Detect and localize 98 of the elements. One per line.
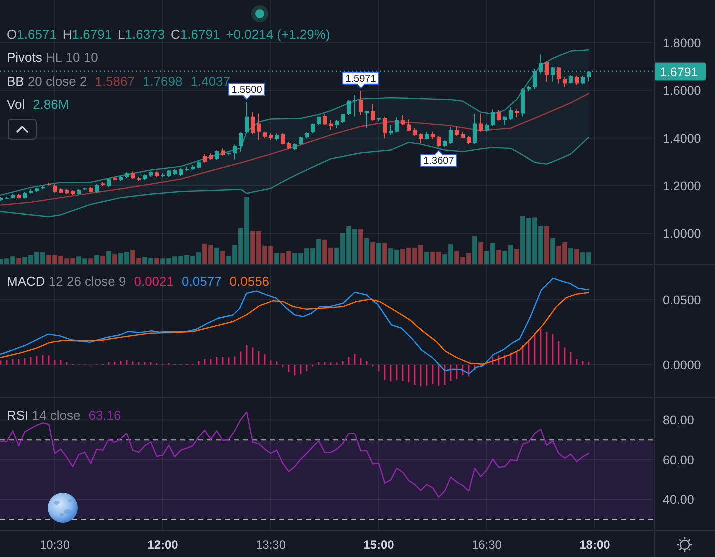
candlestick [556, 66, 562, 84]
bar [496, 250, 502, 264]
bar [370, 242, 376, 264]
candlestick [418, 133, 424, 144]
x-tick-label: 13:30 [256, 538, 286, 552]
annotation: 0.0556 [230, 274, 270, 289]
bar [382, 243, 388, 264]
bar [88, 258, 94, 264]
candlestick [478, 113, 484, 132]
x-tick-label: 12:00 [148, 538, 179, 552]
candlestick [382, 116, 388, 140]
bar [220, 251, 226, 264]
y-tick-label: 1.2000 [663, 180, 702, 194]
candlestick [400, 114, 406, 126]
candlestick [436, 135, 442, 148]
annotation: 1.5867 [95, 74, 135, 89]
y-tick-label: 0.0500 [663, 294, 702, 308]
candlestick [508, 107, 514, 121]
line-series [0, 136, 590, 218]
bar [568, 248, 574, 264]
candlestick [328, 120, 334, 131]
y-tick-label: 60.00 [663, 453, 694, 468]
line-series [0, 412, 590, 498]
y-tick-label: 1.4000 [663, 132, 702, 146]
bar [424, 252, 430, 264]
bar [100, 256, 106, 264]
candlestick [454, 126, 460, 136]
annotation: L1.6373 [118, 27, 166, 42]
candlestick [322, 114, 328, 126]
annotation: O1.6571 [7, 27, 57, 42]
line-series [0, 93, 590, 206]
bar [16, 258, 22, 264]
candlestick [406, 119, 412, 132]
candlestick [250, 112, 256, 135]
bar [376, 243, 382, 264]
bar [106, 251, 112, 264]
annotation: H1.6791 [62, 27, 112, 42]
candlestick [358, 90, 364, 116]
x-tick-label: 10:30 [40, 538, 70, 552]
x-tick-label: 18:00 [580, 538, 611, 552]
bar [544, 226, 550, 264]
candlestick [544, 61, 550, 83]
annotation: Pivots HL 10 10 [7, 50, 98, 65]
bar [94, 255, 100, 264]
annotation: +0.0214 (+1.29%) [226, 27, 330, 42]
bar [358, 229, 364, 264]
text: MACD 12 26 close 9 [7, 274, 126, 289]
x-tick-label: 16:30 [472, 538, 502, 552]
annotation: BB 20 close 2 [7, 74, 88, 89]
annotation: 1.5971 [346, 74, 377, 85]
candlestick [346, 100, 352, 116]
text: RSI 14 close [7, 408, 81, 423]
bar [514, 249, 520, 264]
candlestick [472, 114, 478, 145]
y-tick-label: 1.0000 [663, 227, 702, 242]
candlestick [280, 133, 286, 146]
annotation: 1.3607 [424, 156, 455, 168]
y-tick-label: 0.0000 [663, 358, 702, 373]
bar [574, 249, 580, 264]
bar [154, 258, 160, 264]
bar [112, 254, 118, 264]
candlestick [562, 77, 568, 88]
annotation: 0.0021 [134, 274, 174, 289]
y-tick-label: 1.6000 [663, 84, 702, 98]
annotation: C1.6791 [171, 27, 220, 42]
bar [472, 236, 478, 264]
annotation: 2.86M [33, 97, 70, 112]
bar [364, 238, 370, 264]
candlestick [448, 126, 454, 145]
y-tick-label: 40.00 [663, 493, 694, 508]
candlestick [394, 117, 400, 134]
candlestick [388, 124, 394, 136]
annotation: 1.5500 [232, 85, 263, 96]
bar [274, 253, 280, 264]
candlestick [352, 94, 358, 118]
candlestick [370, 104, 376, 122]
y-tick-label: 1.8000 [663, 36, 702, 50]
candlestick [256, 113, 262, 141]
chart-title: Vol [7, 97, 26, 112]
bar [550, 238, 556, 264]
candlestick [490, 109, 496, 127]
candlestick [214, 150, 220, 161]
x-tick-label: 15:00 [364, 538, 395, 552]
candlestick [238, 132, 244, 152]
candlestick [496, 110, 502, 122]
candlestick [232, 144, 238, 160]
y-tick-label: 80.00 [663, 414, 694, 428]
line-series [0, 278, 590, 375]
bar [214, 248, 220, 264]
candlestick [574, 75, 580, 86]
bar [478, 242, 484, 264]
annotation: 1.4037 [190, 74, 231, 89]
annotation: 63.16 [88, 408, 122, 423]
annotation: 0.0577 [182, 274, 222, 289]
ref-line-label: 1.6791 [660, 65, 698, 80]
annotation: 1.7698 [142, 74, 183, 89]
candlestick [244, 102, 250, 134]
line-series [0, 292, 590, 365]
